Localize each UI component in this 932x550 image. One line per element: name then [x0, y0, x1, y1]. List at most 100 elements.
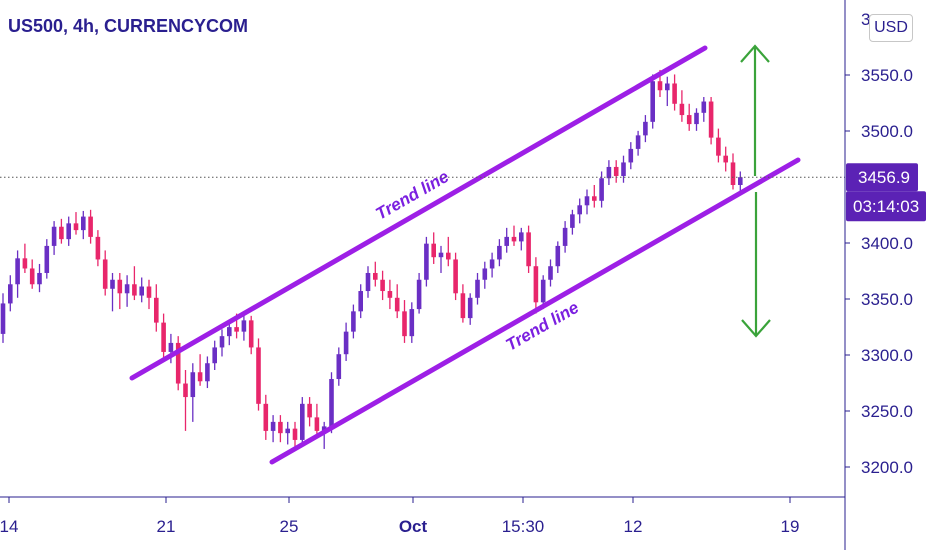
candle-body [416, 279, 422, 310]
candle-body [102, 259, 108, 289]
candle [409, 302, 415, 343]
candle [708, 97, 714, 145]
trend-line[interactable] [129, 45, 708, 381]
candle [380, 270, 385, 301]
candle-body [307, 403, 312, 418]
candle-body [373, 272, 378, 280]
candle-body [154, 297, 159, 323]
candle-body [278, 421, 283, 434]
candle [102, 250, 108, 296]
x-tick-label: 19 [781, 517, 800, 536]
candle-body [650, 81, 655, 122]
candle-body [380, 279, 385, 292]
candle [643, 115, 648, 143]
candle-body [540, 279, 546, 303]
candle-body [212, 347, 217, 364]
candle [387, 279, 393, 310]
candle-body [562, 227, 568, 246]
last-price-label: 3456.9 [858, 168, 910, 187]
candle [73, 212, 79, 235]
candle [292, 421, 298, 449]
candle [146, 279, 152, 310]
candle [526, 225, 531, 273]
candle-body [117, 279, 123, 294]
candle [665, 76, 670, 107]
currency-button[interactable]: USD [869, 14, 913, 42]
candle [730, 153, 736, 190]
candle [446, 236, 451, 267]
candle-body [0, 303, 6, 334]
candle [81, 210, 86, 240]
candle-body [15, 258, 20, 285]
candle-body [343, 331, 349, 355]
candle [424, 236, 429, 287]
trend-line[interactable] [269, 157, 801, 465]
candle [205, 356, 210, 389]
candle-body [248, 320, 254, 348]
candle-body [365, 272, 371, 292]
x-tick-label: 15:30 [502, 517, 545, 536]
candle [738, 171, 743, 192]
candle-body [548, 266, 553, 280]
candle-body [51, 226, 57, 246]
candle-body [73, 223, 79, 231]
arrow-down-head [741, 319, 771, 338]
candle [489, 252, 495, 278]
y-tick-label: 3500.0 [861, 122, 913, 141]
candle-body [606, 166, 612, 179]
candle [511, 225, 517, 246]
candle-body [219, 336, 225, 348]
candle-body [628, 148, 634, 163]
candle-body [657, 81, 663, 91]
candle-body [132, 284, 137, 296]
candle [577, 198, 582, 224]
candle [197, 354, 203, 386]
candle-body [329, 379, 334, 427]
candle-body [694, 112, 699, 125]
candle [606, 160, 612, 185]
candle [723, 146, 728, 172]
candle [584, 189, 590, 215]
candle-body [124, 284, 130, 294]
candle [139, 277, 144, 303]
candle [716, 128, 721, 163]
candle-body [446, 252, 451, 260]
candle-body [256, 347, 261, 404]
candle-body [314, 417, 320, 431]
candle [570, 209, 575, 235]
candle-body [409, 309, 415, 337]
x-tick-label: 14 [0, 517, 18, 536]
candle [613, 160, 619, 183]
countdown-badge [846, 191, 926, 222]
candle [679, 90, 685, 122]
candle-body [533, 266, 539, 303]
candle-body [482, 268, 488, 280]
candle-body [300, 403, 305, 440]
candle-body [139, 286, 144, 296]
countdown-label: 03:14:03 [853, 197, 919, 216]
candle-body [227, 327, 232, 337]
candle-body [555, 245, 561, 267]
candle [154, 284, 159, 332]
candle-body [22, 258, 28, 269]
candle [44, 239, 50, 279]
candle [394, 284, 400, 319]
candle-body [387, 291, 393, 298]
candle [686, 103, 692, 131]
candle [504, 227, 509, 253]
candle [59, 218, 64, 244]
y-tick-label: 3 [861, 10, 870, 29]
candle-body [81, 216, 86, 231]
candle-body [497, 245, 502, 260]
y-tick-label: 3250.0 [861, 402, 913, 421]
candle [592, 185, 597, 208]
candle-body [351, 311, 356, 332]
candle-body [526, 232, 531, 267]
candle [402, 300, 407, 343]
candle [22, 243, 28, 273]
candle [124, 275, 130, 307]
candle [248, 315, 254, 355]
